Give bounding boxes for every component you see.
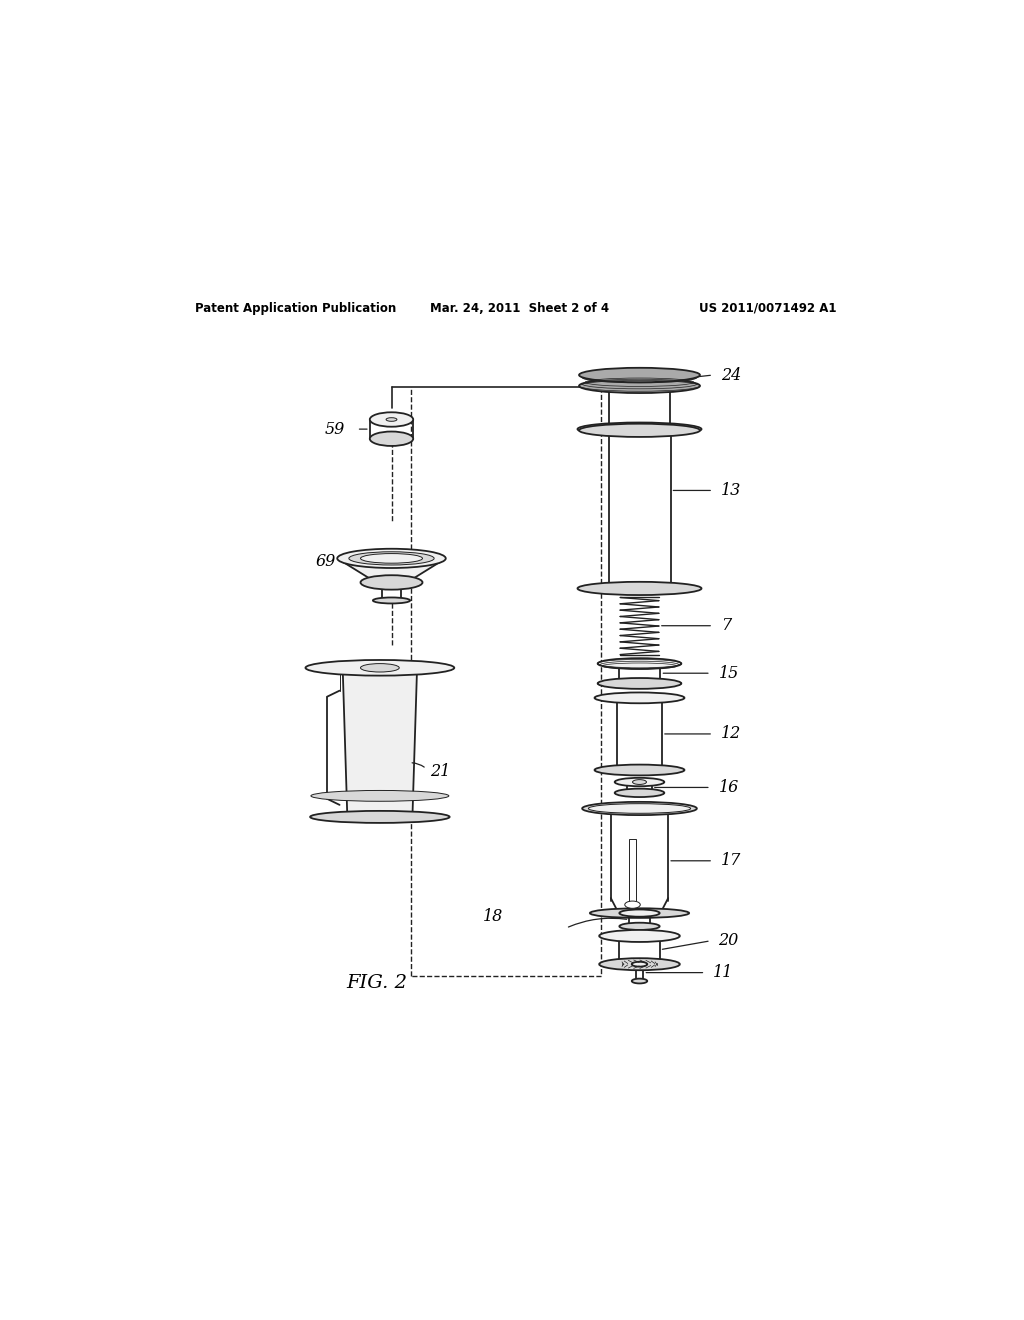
Ellipse shape <box>598 678 681 689</box>
Text: 20: 20 <box>719 932 738 949</box>
Polygon shape <box>343 668 417 817</box>
Ellipse shape <box>310 810 450 822</box>
FancyBboxPatch shape <box>629 838 636 904</box>
Ellipse shape <box>337 549 445 568</box>
Text: 11: 11 <box>713 964 733 981</box>
Ellipse shape <box>579 424 700 437</box>
Ellipse shape <box>595 693 684 704</box>
Ellipse shape <box>590 908 689 917</box>
Text: 59: 59 <box>325 421 345 438</box>
Text: FIG. 2: FIG. 2 <box>346 974 408 991</box>
Ellipse shape <box>370 432 414 446</box>
Ellipse shape <box>579 379 700 393</box>
Ellipse shape <box>632 978 647 983</box>
Ellipse shape <box>598 659 681 669</box>
Ellipse shape <box>625 902 640 908</box>
Ellipse shape <box>633 780 646 784</box>
Ellipse shape <box>305 660 455 676</box>
Ellipse shape <box>386 417 397 421</box>
Text: Mar. 24, 2011  Sheet 2 of 4: Mar. 24, 2011 Sheet 2 of 4 <box>430 301 608 314</box>
Ellipse shape <box>370 412 414 426</box>
Ellipse shape <box>360 576 423 590</box>
Ellipse shape <box>620 923 659 929</box>
Ellipse shape <box>583 372 697 383</box>
Ellipse shape <box>632 962 647 966</box>
Text: 24: 24 <box>721 367 741 384</box>
Text: 12: 12 <box>721 726 741 742</box>
Text: Patent Application Publication: Patent Application Publication <box>196 301 396 314</box>
Text: 17: 17 <box>721 853 741 870</box>
Ellipse shape <box>620 909 659 916</box>
Text: US 2011/0071492 A1: US 2011/0071492 A1 <box>699 301 837 314</box>
Text: 16: 16 <box>719 779 738 796</box>
Ellipse shape <box>595 764 684 775</box>
Ellipse shape <box>583 801 697 814</box>
Text: 13: 13 <box>721 482 741 499</box>
Ellipse shape <box>599 929 680 942</box>
Ellipse shape <box>599 958 680 970</box>
Ellipse shape <box>360 664 399 672</box>
Ellipse shape <box>578 582 701 595</box>
Text: 15: 15 <box>719 665 738 681</box>
Ellipse shape <box>349 552 434 565</box>
Polygon shape <box>337 558 445 582</box>
Ellipse shape <box>360 553 423 564</box>
Ellipse shape <box>589 804 690 813</box>
Text: 18: 18 <box>483 908 503 924</box>
Ellipse shape <box>578 422 701 436</box>
Text: 21: 21 <box>430 763 451 780</box>
Ellipse shape <box>311 791 449 801</box>
Text: 69: 69 <box>315 553 336 570</box>
Ellipse shape <box>579 368 700 383</box>
Ellipse shape <box>614 788 665 797</box>
Ellipse shape <box>614 777 665 787</box>
Ellipse shape <box>373 598 410 603</box>
Text: 7: 7 <box>721 618 731 634</box>
